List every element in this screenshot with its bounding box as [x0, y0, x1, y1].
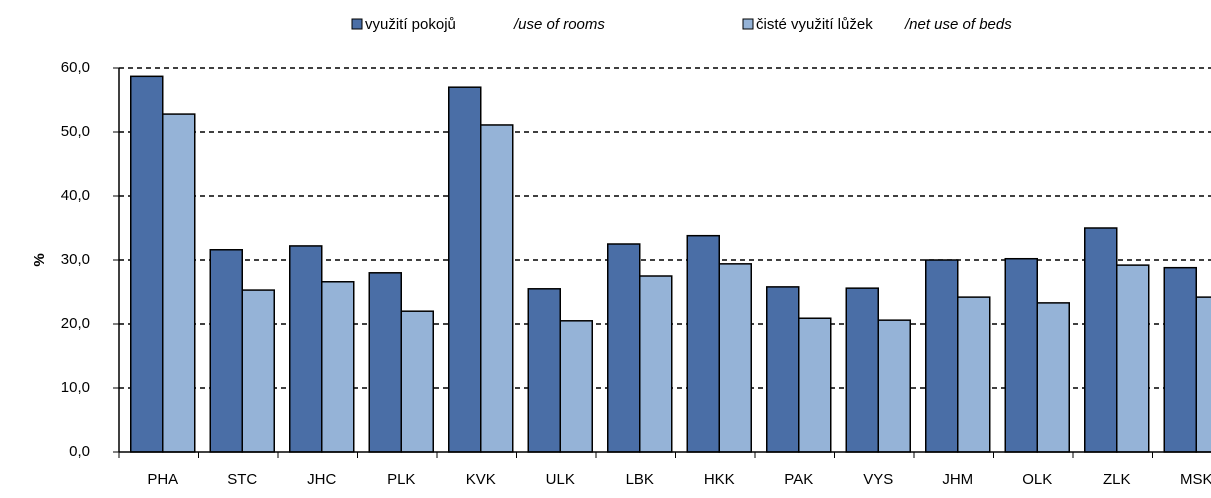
bar	[1195, 296, 1211, 453]
x-tick-label: VYS	[863, 471, 893, 488]
legend-label-en: /use of rooms	[513, 16, 605, 33]
bar	[368, 272, 402, 453]
x-tick-label: ZLK	[1103, 471, 1131, 488]
bar	[957, 296, 991, 453]
x-tick-label: PLK	[387, 471, 415, 488]
y-tick-label: 50,0	[61, 123, 90, 140]
x-tick-label: KVK	[466, 471, 496, 488]
y-tick-label: 0,0	[69, 443, 90, 460]
x-tick-label: PHA	[147, 471, 178, 488]
bar	[798, 317, 832, 453]
x-tick-label: PAK	[784, 471, 813, 488]
y-tick-label: 10,0	[61, 379, 90, 396]
bar	[718, 263, 752, 453]
legend-label: využití pokojů	[365, 16, 456, 33]
bar	[607, 243, 641, 453]
y-tick-label: 30,0	[61, 251, 90, 268]
legend-swatch	[742, 18, 754, 30]
legend-swatch	[351, 18, 363, 30]
y-tick-label: 20,0	[61, 315, 90, 332]
x-tick-label: STC	[227, 471, 257, 488]
x-tick-label: ULK	[546, 471, 575, 488]
bar	[1163, 266, 1197, 453]
x-tick-label: JHM	[942, 471, 973, 488]
bar	[321, 281, 355, 453]
bar	[448, 86, 482, 453]
x-tick-label: OLK	[1022, 471, 1052, 488]
y-tick-label: 60,0	[61, 59, 90, 76]
bar	[209, 249, 243, 453]
bar	[1004, 257, 1038, 453]
bar	[686, 234, 720, 453]
bar	[162, 113, 196, 453]
bar	[559, 320, 593, 453]
bar	[925, 259, 959, 453]
legend-label: čisté využití lůžek	[756, 16, 873, 33]
bar	[480, 124, 514, 453]
bar	[1036, 302, 1070, 453]
bar	[1084, 227, 1118, 453]
bar	[527, 288, 561, 453]
x-tick-label: HKK	[704, 471, 735, 488]
bar	[845, 287, 879, 453]
x-tick-label: JHC	[307, 471, 336, 488]
bar	[1116, 264, 1150, 453]
bar	[639, 275, 673, 453]
legend-label-en: /net use of beds	[904, 16, 1012, 33]
y-tick-label: 40,0	[61, 187, 90, 204]
bar	[400, 310, 434, 453]
bar	[241, 289, 275, 453]
x-tick-label: LBK	[626, 471, 654, 488]
x-tick-label: MSK	[1180, 471, 1211, 488]
bar	[289, 245, 323, 453]
bar	[877, 319, 911, 453]
bar	[130, 75, 164, 453]
y-axis-label: %	[31, 253, 48, 266]
bar	[766, 286, 800, 453]
